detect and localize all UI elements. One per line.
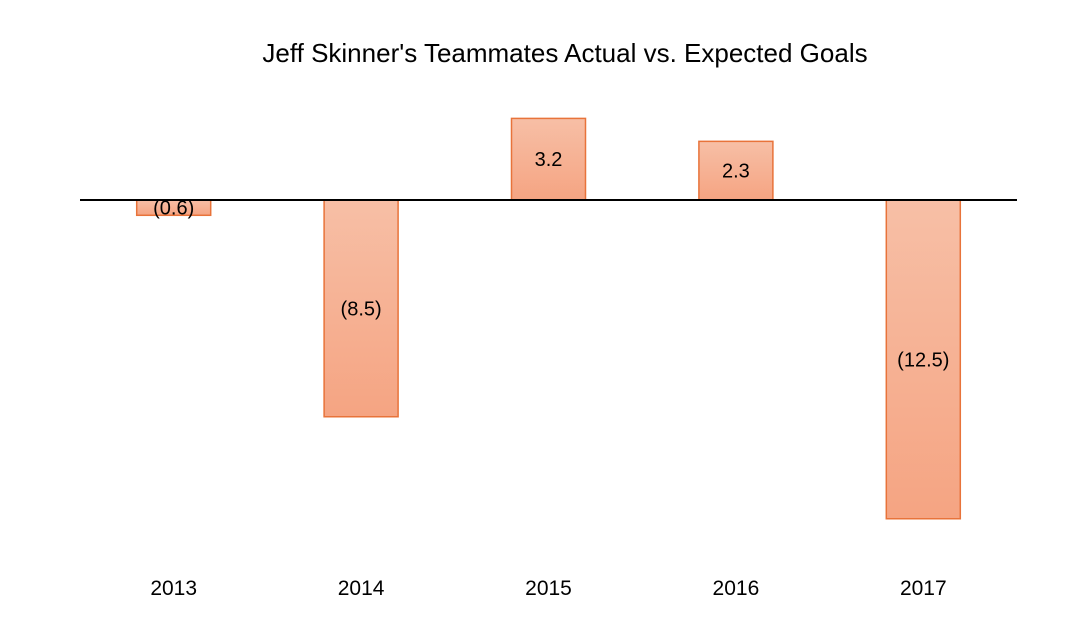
bar-2014 xyxy=(323,199,399,418)
data-label-2016: 2.3 xyxy=(722,161,750,183)
x-tick-label-2015: 2015 xyxy=(525,577,572,600)
data-label-2013: (0.6) xyxy=(153,198,194,220)
data-label-2015: 3.2 xyxy=(535,149,563,171)
bar-2017 xyxy=(885,199,962,520)
x-tick-label-2017: 2017 xyxy=(900,577,947,600)
bar-2015 xyxy=(510,117,587,201)
x-tick-label-2013: 2013 xyxy=(150,577,197,600)
x-tick-label-2014: 2014 xyxy=(338,577,385,600)
bar-2016 xyxy=(698,140,774,201)
x-axis-tick-labels: 2013 2014 2015 2016 2017 xyxy=(150,577,946,600)
data-label-2014: (8.5) xyxy=(341,298,382,320)
bars-layer xyxy=(135,117,962,520)
chart-title: Jeff Skinner's Teammates Actual vs. Expe… xyxy=(262,38,867,68)
data-labels-layer: (0.6) (8.5) 3.2 2.3 (12.5) xyxy=(153,149,949,371)
x-tick-label-2016: 2016 xyxy=(713,577,760,600)
data-label-2017: (12.5) xyxy=(897,349,949,371)
